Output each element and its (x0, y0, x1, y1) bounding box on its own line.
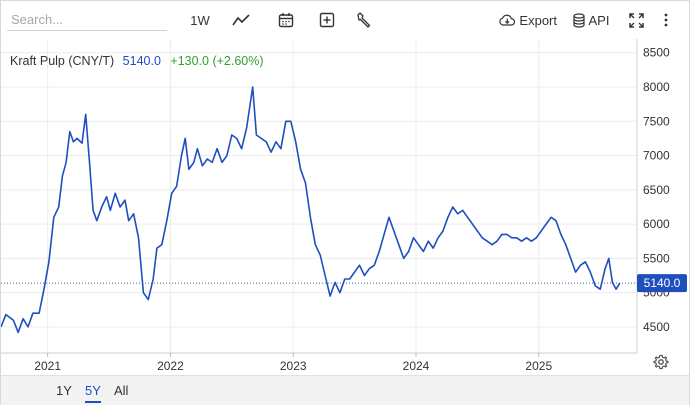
api-label: API (588, 12, 610, 28)
y-tick-label: 7500 (643, 114, 670, 128)
cloud-download-icon (499, 14, 516, 26)
last-price-tag: 5140.0 (637, 274, 687, 293)
x-tick-label: 2024 (403, 359, 430, 373)
interval-button[interactable]: 1W (187, 9, 213, 31)
y-tick-label: 5500 (643, 251, 670, 265)
fullscreen-icon (628, 12, 644, 28)
y-tick-label: 6000 (643, 217, 670, 231)
x-tick-label: 2022 (157, 359, 184, 373)
more-vertical-icon (664, 13, 668, 27)
range-button-all[interactable]: All (114, 381, 128, 401)
x-tick-label: 2021 (34, 359, 61, 373)
range-button-1y[interactable]: 1Y (56, 381, 72, 401)
range-label-all: All (114, 383, 129, 398)
last-price-tag-label: 5140.0 (644, 276, 681, 290)
wrench-icon (357, 12, 371, 28)
y-tick-label: 7000 (643, 149, 670, 163)
calendar-icon (278, 13, 294, 28)
y-tick-label: 4500 (643, 320, 670, 334)
add-indicator-button[interactable] (316, 9, 338, 31)
legend: Kraft Pulp (CNY/T) 5140.0 +130.0 (+2.60%… (10, 54, 264, 68)
gear-icon (653, 354, 669, 370)
date-range-button[interactable] (275, 9, 297, 31)
api-button[interactable]: API (572, 9, 610, 31)
add-icon (319, 12, 335, 28)
tools-button[interactable] (353, 9, 375, 31)
range-label-1y: 1Y (56, 383, 72, 398)
export-button[interactable]: Export (499, 9, 557, 31)
line-chart-icon (232, 14, 250, 26)
legend-name: Kraft Pulp (CNY/T) (10, 54, 114, 68)
series-line-kraft-pulp (1, 86, 621, 334)
range-bar: 1Y 5Y All (1, 375, 689, 405)
chart-settings-button[interactable] (653, 354, 669, 370)
x-axis: 2021 2022 2023 2024 2025 (34, 353, 552, 373)
y-tick-label: 8000 (643, 80, 670, 94)
interval-label: 1W (190, 12, 210, 28)
toolbar: 1W Export API (1, 1, 689, 39)
legend-change: +130.0 (+2.60%) (170, 54, 263, 68)
search-input[interactable] (7, 9, 167, 31)
legend-price: 5140.0 (123, 54, 161, 68)
chart-grid (1, 39, 638, 354)
y-tick-label: 8500 (643, 46, 670, 60)
export-label: Export (519, 12, 557, 28)
database-icon (572, 12, 585, 28)
more-options-button[interactable] (660, 9, 672, 31)
chart-type-button[interactable] (230, 9, 252, 31)
y-tick-label: 6500 (643, 183, 670, 197)
x-tick-label: 2025 (525, 359, 552, 373)
fullscreen-button[interactable] (627, 9, 645, 31)
range-button-5y[interactable]: 5Y (85, 381, 101, 403)
x-tick-label: 2023 (280, 359, 307, 373)
range-label-5y: 5Y (85, 383, 101, 398)
